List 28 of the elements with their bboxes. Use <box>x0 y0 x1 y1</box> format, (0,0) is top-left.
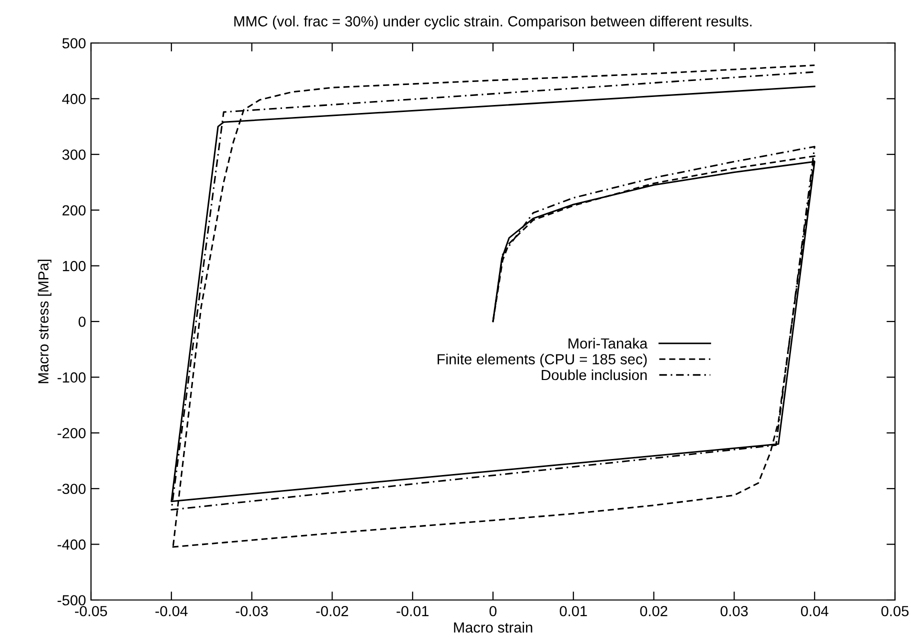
y-tick-label: -300 <box>58 484 86 494</box>
legend-label: Finite elements (CPU = 185 sec) <box>438 354 647 368</box>
x-tick-label: 0.02 <box>640 606 668 616</box>
legend-label: Double inclusion <box>542 369 647 380</box>
y-tick-label: -200 <box>58 428 86 438</box>
y-tick-label: 100 <box>62 260 86 272</box>
x-axis-title: Macro strain <box>454 622 532 633</box>
y-tick-label: 0 <box>78 316 86 327</box>
x-tick-label: 0 <box>490 606 496 616</box>
x-tick-label: -0.03 <box>236 606 268 616</box>
chart-title: MMC (vol. frac = 30%) under cyclic strain. Comparison between different results. <box>234 16 752 30</box>
y-tick-label: -500 <box>58 595 86 606</box>
x-tick-label: 0.05 <box>881 606 909 616</box>
y-tick-label: 300 <box>62 150 86 160</box>
x-tick-label: -0.04 <box>155 606 188 616</box>
y-tick-label: -400 <box>58 539 86 550</box>
x-tick-label: -0.05 <box>75 606 108 616</box>
x-tick-label: 0.04 <box>800 606 828 616</box>
x-tick-label: 0.03 <box>720 606 748 616</box>
y-tick-label: 200 <box>62 205 86 216</box>
legend-label: Mori-Tanaka <box>568 338 648 349</box>
y-tick-label: 500 <box>62 38 86 48</box>
x-tick-label: 0.01 <box>560 606 587 616</box>
x-tick-label: -0.01 <box>396 606 429 616</box>
y-tick-label: 400 <box>62 94 86 104</box>
y-axis-title: Macro stress [MPa] <box>38 260 52 384</box>
x-tick-label: -0.02 <box>316 606 348 616</box>
y-tick-label: -100 <box>58 372 86 383</box>
